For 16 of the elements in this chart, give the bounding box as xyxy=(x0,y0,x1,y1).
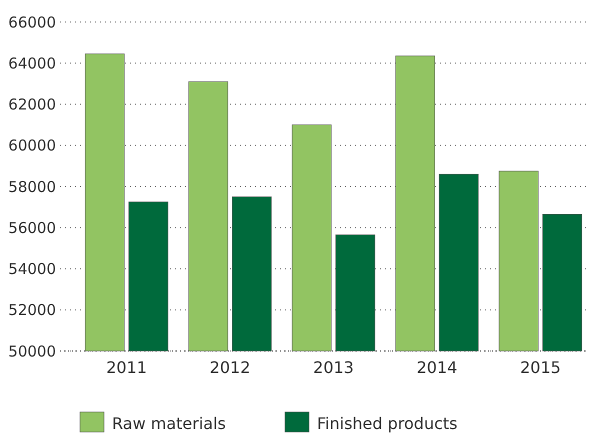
y-tick-label: 66000 xyxy=(8,13,56,32)
legend-label: Raw materials xyxy=(112,414,226,433)
x-tick-label: 2013 xyxy=(313,358,354,377)
y-tick-label: 54000 xyxy=(8,260,56,278)
y-tick-label: 60000 xyxy=(8,136,56,155)
x-tick-label: 2015 xyxy=(520,358,561,377)
y-tick-label: 64000 xyxy=(8,54,56,72)
y-tick-label: 62000 xyxy=(8,96,56,114)
legend-label: Finished products xyxy=(317,414,458,433)
y-tick-label: 50000 xyxy=(8,342,56,360)
y-tick-label: 52000 xyxy=(8,301,56,320)
y-tick-label: 56000 xyxy=(8,218,56,237)
x-tick-label: 2012 xyxy=(210,358,250,377)
y-tick-label: 58000 xyxy=(8,178,56,196)
x-tick-label: 2011 xyxy=(106,358,147,377)
x-tick-label: 2014 xyxy=(416,358,458,377)
